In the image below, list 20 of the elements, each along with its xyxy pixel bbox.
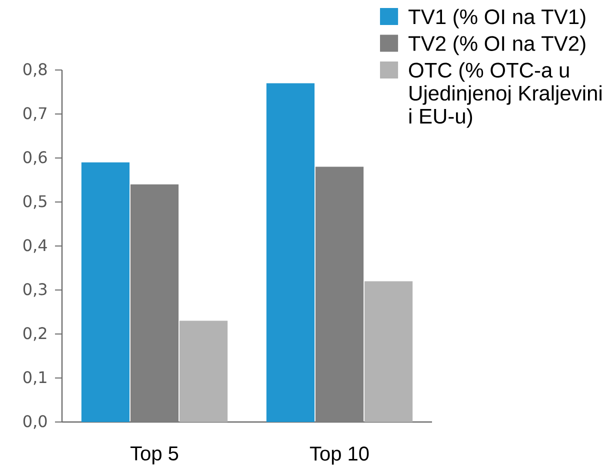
x-tick-label: Top 5 — [130, 446, 178, 464]
legend-label: OTC (% OTC-a u Ujedinjenoj Kraljevini i EU-u) — [409, 62, 602, 128]
y-tick-label: 0,3 — [23, 283, 47, 297]
y-tick-label: 0,1 — [23, 371, 46, 385]
bar — [179, 320, 228, 422]
legend-label: TV2 (% OI na TV2) — [408, 36, 586, 56]
y-tick-label: 0,2 — [23, 327, 46, 341]
y-tick-label: 0,5 — [23, 195, 46, 209]
legend-label: TV1 (% OI na TV1) — [408, 8, 586, 28]
x-tick-label: Top 10 — [310, 446, 369, 465]
bar — [81, 162, 130, 422]
y-tick-label: 0,7 — [23, 107, 46, 121]
y-tick-label: 0,4 — [23, 239, 47, 253]
y-tick-label: 0,8 — [23, 63, 47, 77]
bar — [364, 281, 413, 422]
y-tick-label: 0,0 — [23, 415, 47, 429]
bar — [266, 83, 315, 422]
bar — [130, 184, 179, 422]
y-tick-label: 0,6 — [23, 151, 47, 165]
bar — [315, 166, 364, 422]
